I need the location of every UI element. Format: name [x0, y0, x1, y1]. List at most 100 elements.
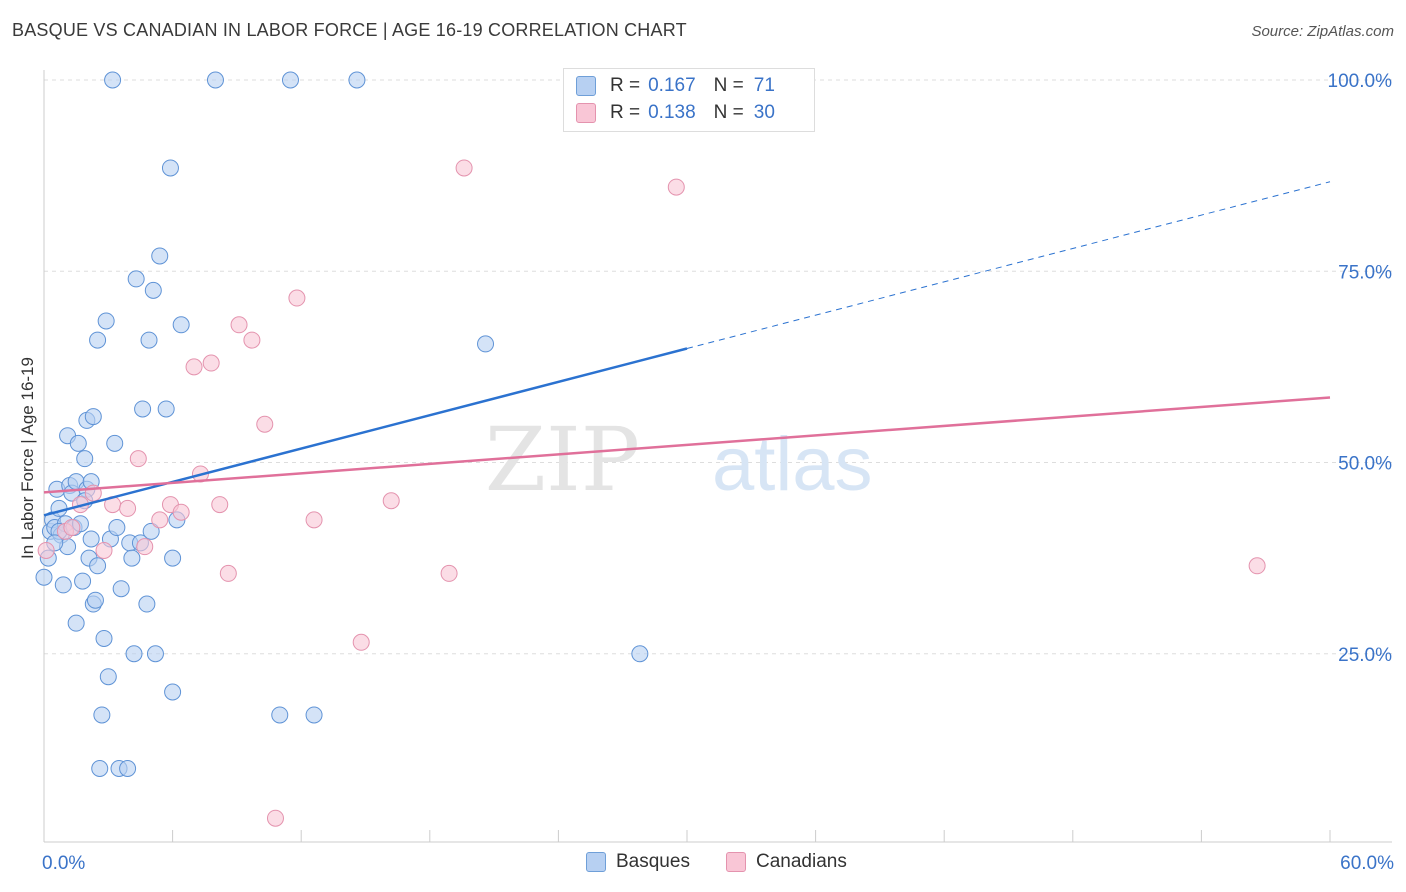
- basques-point: [91, 760, 109, 777]
- y-tick-label: 50.0%: [1338, 454, 1392, 475]
- legend-row-canadians: R = 0.138 N = 30: [576, 101, 775, 125]
- basques-point: [93, 706, 111, 724]
- basques-point: [76, 450, 94, 468]
- canadians-point: [63, 519, 81, 537]
- canadians-trend-line: [43, 396, 1331, 494]
- basques-point: [86, 591, 104, 609]
- basques-point: [67, 614, 85, 632]
- n-value: 30: [753, 102, 775, 123]
- legend-item-canadians[interactable]: Canadians: [726, 851, 847, 873]
- r-label: R =: [610, 75, 641, 96]
- y-tick-label: 25.0%: [1338, 645, 1392, 666]
- canadians-point: [352, 633, 370, 651]
- basques-point: [477, 335, 495, 353]
- canadians-point: [455, 159, 473, 177]
- canadians-point: [1248, 557, 1266, 575]
- y-tick-label: 75.0%: [1338, 262, 1392, 283]
- r-label: R =: [610, 102, 641, 123]
- n-label: N =: [713, 102, 744, 123]
- basques-point: [112, 580, 130, 598]
- basques-point: [281, 71, 299, 89]
- series-legend: Basques Canadians: [0, 851, 1406, 877]
- basques-point: [164, 549, 182, 567]
- canadians-point: [151, 511, 169, 529]
- canadians-point: [172, 503, 190, 521]
- basques-point: [151, 247, 169, 265]
- gridlines: [44, 79, 1392, 655]
- basques-trend-extension: [686, 181, 1331, 349]
- basques-point: [142, 522, 160, 540]
- correlation-legend: R = 0.167 N = 71 R = 0.138 N = 30: [563, 68, 815, 132]
- legend-item-basques[interactable]: Basques: [586, 851, 690, 873]
- basques-point: [206, 71, 224, 89]
- canadians-legend-swatch: [726, 852, 746, 872]
- basques-point: [84, 408, 102, 426]
- canadians-legend-label: Canadians: [756, 851, 847, 872]
- canadians-point: [219, 564, 237, 582]
- basques-point: [164, 683, 182, 701]
- canadians-point: [667, 178, 685, 196]
- canadians-point: [382, 492, 400, 510]
- legend-row-basques: R = 0.167 N = 71: [576, 74, 775, 98]
- basques-point: [140, 331, 158, 349]
- basques-point: [348, 71, 366, 89]
- canadians-point: [266, 809, 284, 827]
- canadians-point: [243, 331, 261, 349]
- canadians-point: [230, 316, 248, 334]
- basques-point: [134, 400, 152, 418]
- x-tick-min: 0.0%: [42, 853, 86, 874]
- source-label: Source: ZipAtlas.com: [1251, 23, 1394, 40]
- axes: [43, 70, 1392, 843]
- chart-title: BASQUE VS CANADIAN IN LABOR FORCE | AGE …: [12, 20, 687, 40]
- basques-swatch: [576, 76, 596, 96]
- basques-point: [631, 645, 649, 663]
- canadians-point: [37, 541, 55, 559]
- r-value: 0.167: [648, 75, 696, 96]
- y-tick-labels: 25.0% 50.0% 75.0% 100.0%: [1328, 71, 1393, 666]
- basques-point: [99, 668, 117, 686]
- canadians-point: [211, 496, 229, 514]
- basques-point: [95, 629, 113, 647]
- canadians-point: [305, 511, 323, 529]
- basques-point: [108, 519, 126, 537]
- basques-point: [89, 557, 107, 575]
- canadians-swatch: [576, 103, 596, 123]
- canadians-point: [288, 289, 306, 307]
- canadians-points: [37, 159, 1266, 827]
- basques-point: [35, 568, 53, 586]
- canadians-point: [185, 358, 203, 376]
- canadians-point: [440, 564, 458, 582]
- basques-point: [161, 159, 179, 177]
- basques-legend-label: Basques: [616, 851, 690, 872]
- basques-point: [104, 71, 122, 89]
- basques-legend-swatch: [586, 852, 606, 872]
- watermark-zip: ZIP: [485, 408, 640, 511]
- n-label: N =: [713, 75, 744, 96]
- canadians-point: [202, 354, 220, 372]
- basques-point: [125, 645, 143, 663]
- r-value: 0.138: [648, 102, 696, 123]
- basques-point: [97, 312, 115, 330]
- canadians-point: [136, 538, 154, 556]
- basques-point: [146, 645, 164, 663]
- basques-point: [54, 576, 72, 594]
- canadians-point: [119, 499, 137, 517]
- basques-point: [119, 760, 137, 777]
- basques-point: [74, 572, 92, 590]
- basques-point: [106, 434, 124, 452]
- basques-point: [172, 316, 190, 334]
- basques-point: [144, 281, 162, 299]
- basques-point: [89, 331, 107, 349]
- basques-point: [138, 595, 156, 613]
- canadians-point: [95, 541, 113, 559]
- basques-point: [157, 400, 175, 418]
- x-tick-max: 60.0%: [1340, 853, 1394, 874]
- watermark: ZIP atlas: [485, 408, 873, 511]
- canadians-point: [256, 415, 274, 433]
- basques-point: [123, 549, 141, 567]
- canadians-point: [129, 450, 147, 468]
- trend-lines: [43, 181, 1331, 517]
- y-tick-label: 100.0%: [1328, 71, 1393, 92]
- basques-trend-line: [43, 347, 688, 517]
